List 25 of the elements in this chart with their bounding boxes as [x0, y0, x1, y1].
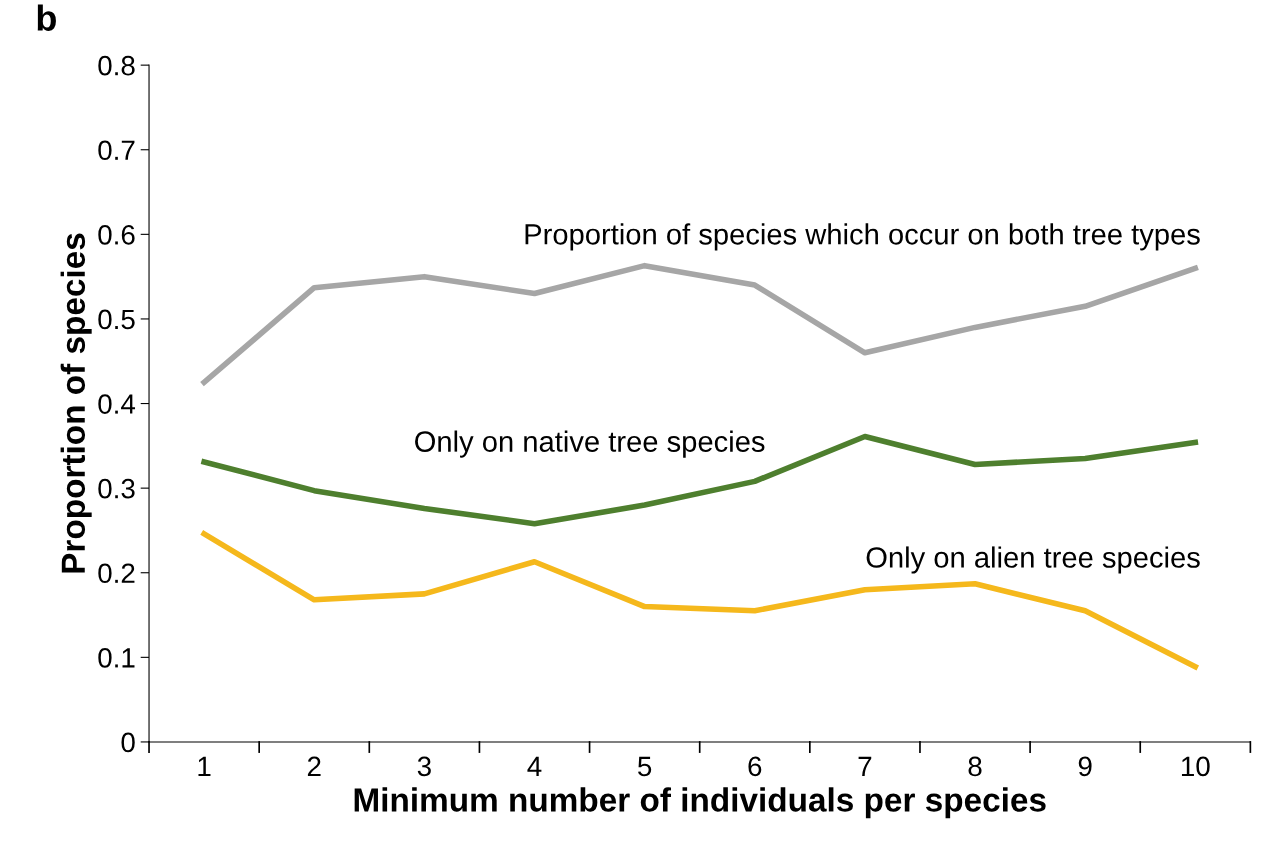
y-tick-label: 0.3 [98, 478, 135, 499]
y-tick-label: 0.4 [98, 394, 136, 414]
y-tick-label: 0 [121, 732, 135, 753]
x-axis-title: Minimum number of individuals per species [354, 787, 1046, 819]
series-label: Only on alien tree species [866, 546, 1200, 574]
y-tick-label: 0.7 [98, 140, 135, 161]
text: b [37, 4, 56, 31]
x-tick-label: 5 [638, 756, 652, 777]
y-tick-label: 0.6 [98, 225, 135, 245]
x-tick-label: 8 [968, 756, 982, 777]
x-tick-label: 3 [417, 756, 431, 777]
y-tick-label: 0.5 [98, 309, 135, 330]
x-tick-label: 4 [527, 756, 542, 776]
y-axis-title: Proportion of species [60, 233, 92, 573]
x-tick-label: 1 [198, 756, 211, 776]
x-tick-label: 2 [307, 756, 321, 776]
y-tick-label: 0.2 [98, 563, 135, 584]
x-tick-label: 6 [748, 756, 762, 777]
x-tick-label: 9 [1078, 756, 1092, 777]
x-tick-label: 10 [1181, 756, 1210, 777]
x-tick-label: 7 [858, 756, 872, 776]
y-tick-label: 0.1 [98, 648, 135, 668]
series-label: Only on native tree species [415, 430, 765, 458]
series-label: Proportion of species which occur on both tree types [525, 223, 1200, 251]
y-tick-label: 0.8 [98, 55, 135, 76]
